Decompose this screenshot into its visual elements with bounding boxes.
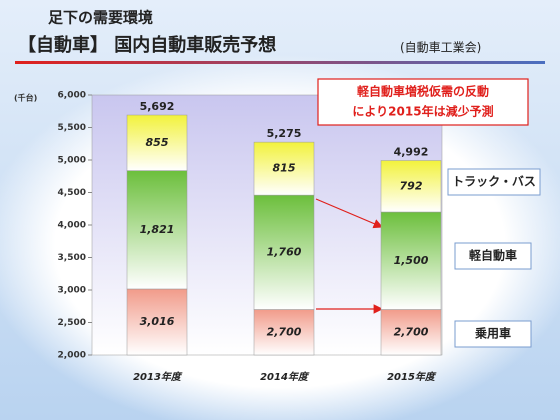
value-label: 2,700 <box>394 325 429 338</box>
x-tick-label: 2014年度 <box>260 371 310 383</box>
bar-segment <box>253 309 315 356</box>
x-tick-label: 2013年度 <box>133 371 183 383</box>
y-tick-label: 2,500 <box>58 318 86 328</box>
bar-segment <box>380 160 442 213</box>
y-tick-label: 4,500 <box>58 188 86 198</box>
value-label: 1,760 <box>267 245 302 258</box>
legend-box <box>454 242 532 270</box>
y-tick-label: 3,000 <box>58 286 86 296</box>
bar-segment <box>126 170 188 290</box>
value-label: 815 <box>273 162 296 175</box>
legend-box <box>447 168 541 196</box>
annotation: 軽自動車増税仮需の反動 <box>357 84 489 99</box>
annotation: により2015年は減少予測 <box>352 104 493 119</box>
value-label: 1,821 <box>140 223 175 236</box>
y-tick-label: 5,500 <box>58 123 86 133</box>
y-tick-label: 6,000 <box>58 91 86 101</box>
total-label: 5,275 <box>267 127 302 140</box>
bar-segment <box>253 194 315 310</box>
y-tick-label: 3,500 <box>58 253 86 263</box>
value-label: 3,016 <box>140 315 175 328</box>
legend-label: 軽自動車 <box>469 248 517 263</box>
bar-segment <box>380 211 442 310</box>
value-label: 2,700 <box>267 325 302 338</box>
source: (自動車工業会) <box>400 41 481 55</box>
arrow <box>315 198 384 229</box>
y-tick-label: 5,000 <box>58 156 86 166</box>
value-label: 1,500 <box>394 254 429 267</box>
legend-label: 乗用車 <box>475 326 511 341</box>
legend-label: トラック・バス <box>452 175 536 189</box>
y-tick-label: 2,000 <box>58 351 86 361</box>
y-axis-label: (千台) <box>14 93 37 103</box>
annotation-box <box>317 78 529 126</box>
subtitle: 【自動車】 国内自動車販売予想 <box>18 34 276 56</box>
value-label: 855 <box>146 136 169 149</box>
bar-segment <box>380 309 442 356</box>
title: 足下の需要環境 <box>48 9 153 27</box>
total-label: 4,992 <box>394 146 429 159</box>
bar-segment <box>126 114 188 171</box>
total-label: 5,692 <box>140 100 175 113</box>
x-tick-label: 2015年度 <box>387 371 437 383</box>
bar-segment <box>253 141 315 196</box>
value-label: 792 <box>400 179 423 192</box>
title-underline <box>15 61 545 64</box>
bar-segment <box>126 288 188 356</box>
legend-box <box>454 320 532 348</box>
y-tick-label: 4,000 <box>58 221 86 231</box>
